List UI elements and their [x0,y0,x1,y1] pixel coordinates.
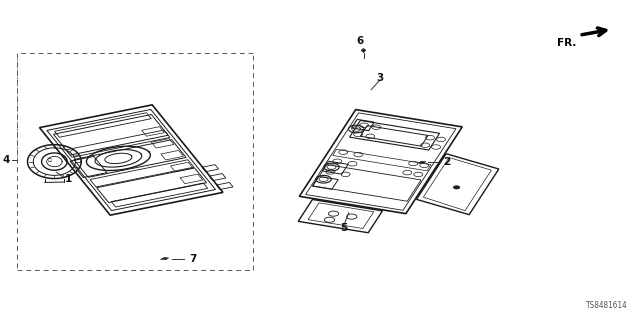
Text: 2: 2 [444,157,451,167]
Text: 3: 3 [376,73,383,83]
Text: FR.: FR. [557,38,576,48]
Text: 1: 1 [65,174,72,184]
Circle shape [453,186,460,189]
Polygon shape [160,257,169,260]
Polygon shape [417,161,426,164]
Text: 4: 4 [3,155,10,165]
Text: ⊡: ⊡ [47,157,51,163]
Text: 7: 7 [189,253,196,264]
Text: TS8481614: TS8481614 [586,301,627,310]
Text: 5: 5 [340,223,348,233]
Text: 6: 6 [356,36,364,46]
Polygon shape [361,48,366,53]
